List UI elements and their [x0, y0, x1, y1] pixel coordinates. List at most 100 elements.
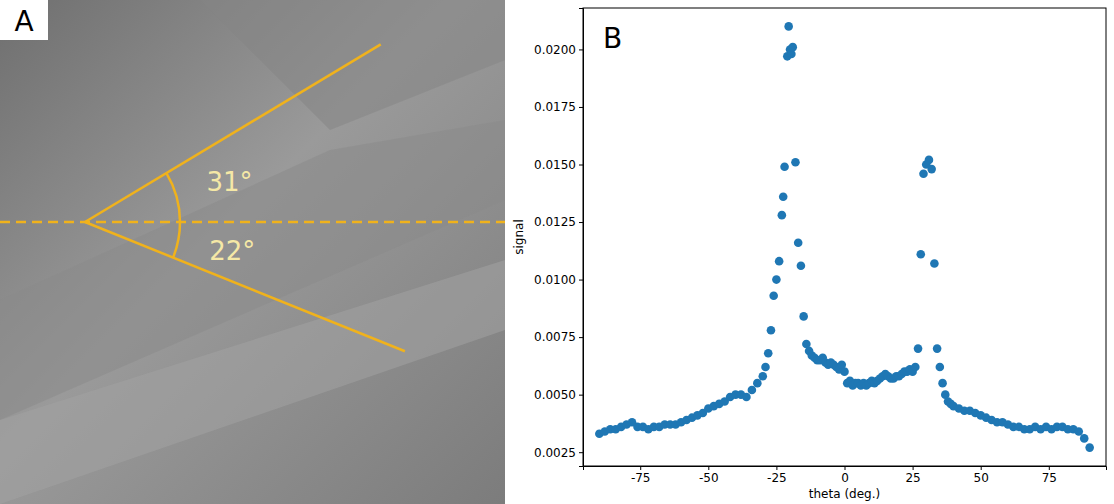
data-point	[925, 156, 934, 165]
data-point	[775, 257, 784, 266]
data-point	[933, 344, 942, 353]
x-tick-label: 75	[1042, 471, 1057, 485]
y-tick-mark	[579, 49, 583, 50]
data-point	[916, 250, 925, 259]
y-tick-mark	[579, 107, 583, 108]
panel-b: -75 -50 -25 0 25 50 75 0.0025 0.0050 0.0075 0.0100…	[512, 8, 1107, 501]
x-tick-mark	[981, 466, 982, 470]
data-point	[788, 43, 797, 52]
x-tick-mark	[1049, 466, 1050, 470]
x-tick: -75	[631, 466, 651, 485]
y-tick-mark	[579, 222, 583, 223]
data-point	[772, 275, 781, 284]
data-point	[767, 326, 776, 335]
data-point	[784, 22, 793, 31]
data-point	[919, 169, 928, 178]
data-point	[799, 312, 808, 321]
panel-label-box	[0, 0, 48, 40]
data-point	[778, 211, 787, 220]
data-point	[911, 363, 920, 372]
angle-label: 22°	[209, 236, 255, 266]
plot-frame	[583, 8, 1106, 466]
angle-arc	[173, 222, 180, 258]
panel-label: A	[14, 5, 33, 38]
x-tick-label: 0	[841, 471, 849, 485]
angle-label: 31°	[206, 167, 252, 197]
angle-line	[85, 44, 381, 222]
y-tick: 0.0025	[534, 446, 583, 460]
x-tick: -50	[699, 466, 719, 485]
y-tick-mark	[579, 165, 583, 166]
x-tick-mark	[913, 466, 914, 470]
y-tick: 0.0075	[534, 330, 583, 344]
y-tick: 0.0200	[534, 43, 583, 57]
x-tick-label: 50	[974, 471, 989, 485]
x-tick-mark	[845, 466, 846, 470]
y-tick-label: 0.0175	[534, 100, 576, 114]
data-point	[930, 259, 939, 268]
data-point	[797, 261, 806, 270]
angle-line	[85, 222, 405, 351]
data-point	[753, 379, 762, 388]
angle-arc	[166, 173, 180, 222]
x-tick-mark	[776, 466, 777, 470]
x-tick: 50	[974, 466, 989, 485]
y-tick: 0.0150	[534, 158, 583, 172]
panel-a: 31° 22° A	[0, 0, 505, 504]
data-point	[780, 163, 789, 172]
y-tick-label: 0.0050	[534, 388, 576, 402]
x-tick: 75	[1042, 466, 1057, 485]
data-point	[794, 238, 803, 247]
data-point	[748, 386, 757, 395]
panel-label: B	[603, 22, 622, 55]
data-point	[764, 349, 773, 358]
x-tick: 25	[905, 466, 920, 485]
data-point	[936, 363, 945, 372]
y-tick-label: 0.0100	[534, 273, 576, 287]
x-axis: -75 -50 -25 0 25 50 75	[584, 466, 1107, 485]
x-tick: -25	[767, 466, 787, 485]
y-tick-label: 0.0150	[534, 158, 576, 172]
y-tick-mark	[579, 280, 583, 281]
y-tick: 0.0175	[534, 100, 583, 114]
data-point	[1080, 434, 1089, 443]
x-tick: 0	[841, 466, 849, 485]
data-point	[742, 393, 751, 402]
data-point	[840, 367, 849, 376]
data-point	[1085, 443, 1094, 452]
y-tick: 0.0125	[534, 215, 583, 229]
y-axis-line	[579, 9, 584, 467]
x-tick-mark	[640, 466, 641, 470]
y-axis-title: signal	[512, 219, 526, 255]
image-texture	[0, 260, 505, 504]
y-tick: 0.0100	[534, 273, 583, 287]
y-tick-label: 0.0025	[534, 446, 576, 460]
data-point	[761, 363, 770, 372]
x-tick-label: -25	[767, 471, 787, 485]
x-tick-label: 25	[905, 471, 920, 485]
y-tick-mark	[579, 337, 583, 338]
x-tick-mark	[708, 466, 709, 470]
y-tick-label: 0.0075	[534, 330, 576, 344]
y-tick-mark	[579, 452, 583, 453]
y-axis: 0.0025 0.0050 0.0075 0.0100 0.0125 0.0150 0.01…	[534, 9, 584, 467]
x-tick-label: -75	[631, 471, 651, 485]
data-point	[758, 372, 767, 381]
data-point	[791, 158, 800, 167]
y-tick: 0.0050	[534, 388, 583, 402]
x-axis-line	[584, 467, 1107, 471]
x-tick-label: -50	[699, 471, 719, 485]
reference-line	[0, 221, 505, 224]
data-point	[769, 291, 778, 300]
micrograph	[0, 0, 505, 504]
y-tick-mark	[579, 395, 583, 396]
data-point	[779, 192, 788, 201]
x-axis-title: theta (deg.)	[809, 487, 880, 501]
y-tick-label: 0.0200	[534, 43, 576, 57]
data-point	[927, 165, 936, 174]
data-point	[938, 379, 947, 388]
y-tick-label: 0.0125	[534, 215, 576, 229]
data-point	[914, 344, 923, 353]
image-texture	[200, 0, 505, 130]
data-point	[1074, 427, 1083, 436]
